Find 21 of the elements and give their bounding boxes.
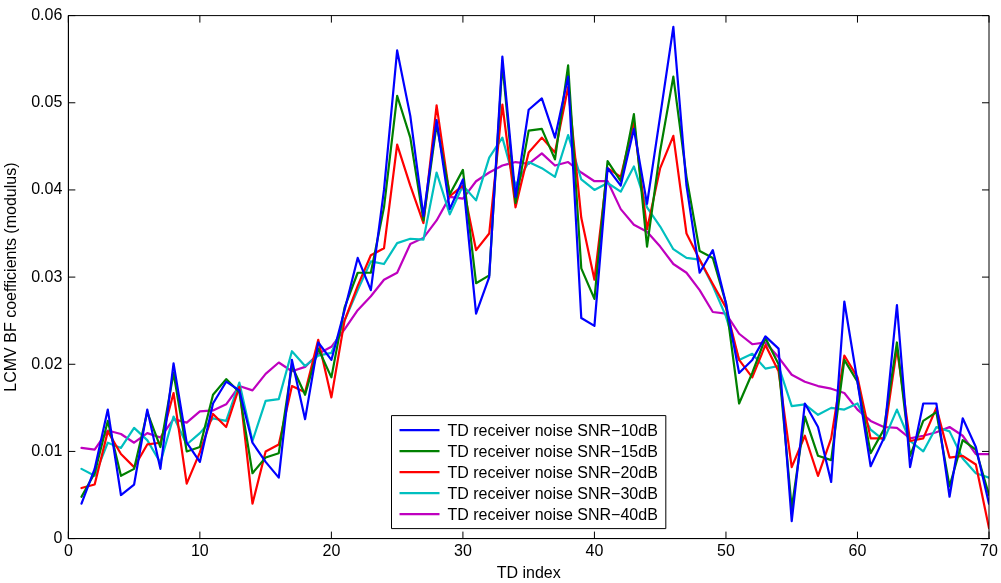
x-tick-label: 10 [190, 541, 209, 559]
y-tick-label: 0.02 [31, 354, 63, 372]
legend-label: TD receiver noise SNR−30dB [447, 484, 658, 502]
legend-label: TD receiver noise SNR−10dB [447, 421, 658, 439]
legend-label: TD receiver noise SNR−15dB [447, 442, 658, 460]
legend-label: TD receiver noise SNR−40dB [447, 505, 658, 523]
y-tick-label: 0.01 [31, 441, 63, 459]
x-tick-label: 60 [848, 541, 867, 559]
y-tick-label: 0.06 [31, 6, 63, 24]
x-tick-label: 30 [454, 541, 472, 559]
x-axis-title: TD index [496, 563, 561, 581]
y-tick-label: 0.03 [31, 267, 63, 285]
y-axis-title: LCMV BF coefficients (modulus) [2, 162, 20, 392]
y-tick-label: 0.04 [31, 180, 63, 198]
x-tick-label: 70 [980, 541, 998, 559]
x-tick-label: 50 [717, 541, 735, 559]
y-tick-label: 0.05 [31, 93, 63, 111]
legend-label: TD receiver noise SNR−20dB [447, 463, 658, 481]
x-tick-label: 40 [585, 541, 604, 559]
y-tick-label: 0 [53, 529, 63, 547]
x-tick-label: 20 [322, 541, 341, 559]
